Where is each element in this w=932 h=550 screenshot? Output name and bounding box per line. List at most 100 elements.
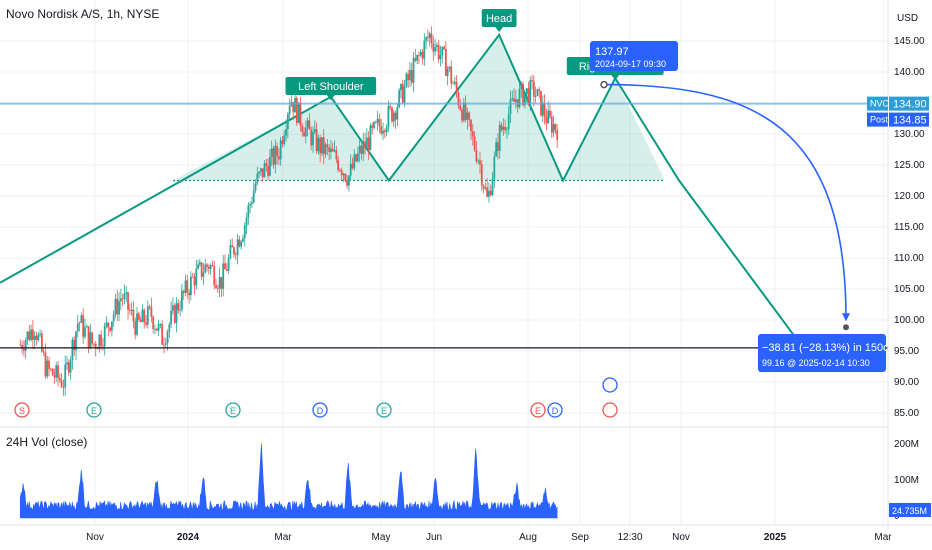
candle-body — [400, 84, 402, 91]
candle-body — [64, 364, 67, 388]
candle-body — [46, 360, 49, 377]
candle-body — [285, 129, 287, 136]
candle-body — [279, 140, 282, 160]
candle-body — [529, 80, 532, 104]
candle-body — [55, 365, 58, 378]
candle-body — [403, 86, 406, 103]
candle-body — [270, 148, 273, 157]
candle-body — [173, 305, 176, 323]
left-shoulder-pointer — [326, 95, 335, 100]
candle-body — [51, 368, 54, 376]
candle-body — [39, 333, 41, 335]
candle-body — [497, 142, 499, 151]
candle-body — [326, 144, 329, 148]
candle-body — [137, 313, 140, 320]
future-event-icon — [602, 377, 618, 393]
candle-body — [258, 171, 261, 174]
head-label: Head — [486, 13, 512, 25]
candle-body — [378, 118, 381, 127]
candle-body — [85, 326, 88, 328]
candle-body — [435, 44, 438, 48]
candle-body — [371, 125, 374, 128]
candle-body — [392, 112, 395, 122]
candle-body — [49, 368, 52, 370]
time-axis[interactable]: Nov 2024 Mar May Jun Aug Sep 12:30 Nov 2025 Mar — [0, 524, 932, 543]
candle-body — [380, 126, 383, 134]
candle-body — [328, 147, 331, 152]
candle-body — [272, 148, 275, 165]
candle-body — [233, 247, 235, 255]
chart-title: Novo Nordisk A/S, 1h, NYSE — [6, 7, 160, 21]
candle-body — [493, 156, 496, 179]
badge-value-box — [889, 112, 929, 127]
event-marker — [86, 402, 102, 418]
candle-body — [57, 365, 59, 378]
candle-body — [421, 51, 424, 59]
candle-body — [432, 43, 435, 52]
badge-label-box — [867, 112, 888, 127]
candle-body — [181, 290, 183, 310]
candle-body — [502, 126, 505, 130]
candle-body — [453, 81, 456, 84]
candle-body — [428, 33, 431, 39]
candle-body — [308, 120, 311, 130]
candle-body — [252, 190, 255, 203]
candle-body — [96, 348, 99, 350]
candle-body — [531, 80, 533, 82]
volume-last-box — [889, 503, 931, 517]
projection-start-price: 137.97 — [595, 46, 629, 58]
event-letter: E — [381, 406, 387, 416]
candle-body — [407, 73, 410, 81]
badge-label-box — [867, 96, 888, 111]
candle-body — [418, 54, 420, 56]
event-marker — [14, 402, 30, 418]
candle-body — [547, 110, 550, 124]
candle-body — [419, 51, 422, 56]
candle-body — [123, 293, 126, 299]
candle-body — [224, 263, 226, 270]
candle-body — [504, 126, 507, 131]
candle-body — [473, 136, 476, 150]
candle-body — [331, 148, 334, 152]
candle-body — [369, 125, 372, 151]
candle-body — [24, 340, 27, 351]
event-marker — [547, 402, 563, 418]
candle-body — [281, 140, 284, 145]
candle-body — [294, 97, 296, 113]
candle-body — [220, 277, 223, 289]
candle-body — [195, 268, 198, 286]
candle-body — [33, 335, 36, 340]
candle-body — [110, 321, 113, 331]
candle-body — [306, 120, 309, 128]
candle-body — [150, 306, 153, 317]
candle-body — [37, 334, 40, 341]
candle-body — [484, 187, 487, 189]
price-axis[interactable]: USD145.00140.00135.00130.00125.00120.001… — [867, 0, 932, 550]
candle-body — [466, 112, 469, 120]
candle-body — [145, 322, 147, 325]
candle-body — [330, 148, 332, 152]
candle-body — [148, 306, 151, 308]
candle-body — [175, 303, 178, 323]
candle-body — [103, 325, 106, 347]
candle-body — [182, 290, 185, 293]
candle-body — [179, 309, 182, 311]
candle-body — [23, 348, 25, 351]
candle-body — [353, 154, 356, 169]
candle-body — [468, 112, 471, 120]
candle-body — [66, 362, 68, 365]
price-tick-label: 95.00 — [894, 346, 919, 357]
candle-body — [157, 324, 160, 331]
price-tick-label: 90.00 — [894, 377, 919, 388]
candle-body — [409, 70, 411, 81]
axis-background — [888, 0, 932, 550]
candle-body — [53, 375, 56, 378]
candle-body — [554, 124, 557, 130]
candle-body — [452, 83, 454, 85]
candle-body — [543, 102, 546, 118]
projection-start-box — [590, 41, 678, 71]
candle-body — [299, 102, 302, 126]
